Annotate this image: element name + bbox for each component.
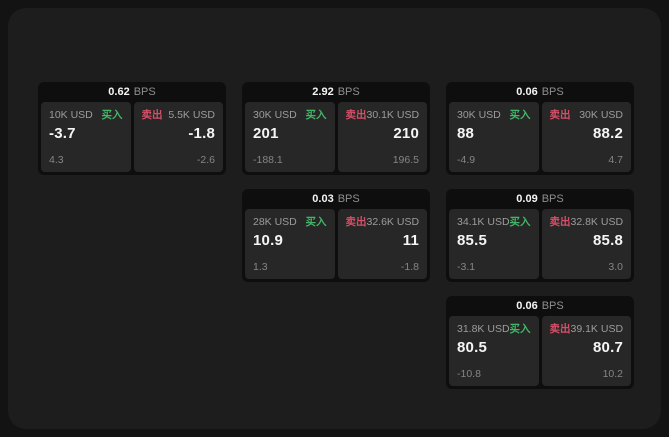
spread-value: 0.06 (516, 86, 538, 98)
sell-price: -1.8 (188, 125, 215, 142)
sell-amount: 32.8K USD (570, 216, 624, 228)
spread-header: 0.06 BPS (446, 82, 634, 102)
app-window: 0.62 BPS 10K USD 买入 -3.7 4.3 卖出 5.5K USD … (8, 8, 661, 429)
sell-amount: 5.5K USD (168, 109, 215, 121)
buy-side-label: 买入 (509, 216, 531, 228)
sell-amount: 32.6K USD (366, 216, 420, 228)
spread-unit: BPS (337, 86, 360, 98)
sell-amount: 30K USD (579, 109, 623, 121)
sell-price: 80.7 (593, 339, 623, 356)
sell-delta: 4.7 (608, 154, 623, 166)
buy-side-label: 买入 (305, 216, 327, 228)
sell-side-label: 卖出 (549, 216, 571, 228)
price-tiles: 34.1K USD 买入 85.5 -3.1 卖出 32.8K USD 85.8… (446, 209, 634, 279)
sell-tile[interactable]: 卖出 32.6K USD 11 -1.8 (337, 209, 427, 279)
buy-delta: -188.1 (253, 154, 283, 166)
buy-tile[interactable]: 31.8K USD 买入 80.5 -10.8 (449, 316, 539, 386)
buy-delta: -3.1 (457, 261, 476, 273)
sell-delta: 196.5 (392, 154, 419, 166)
buy-tile[interactable]: 28K USD 买入 10.9 1.3 (245, 209, 335, 279)
buy-amount: 30K USD (457, 109, 501, 121)
sell-price: 210 (393, 125, 419, 142)
spread-header: 0.62 BPS (38, 82, 226, 102)
buy-delta: 4.3 (49, 154, 64, 166)
buy-amount: 10K USD (49, 109, 93, 121)
sell-price: 11 (402, 232, 419, 249)
sell-price: 85.8 (593, 232, 623, 249)
price-tiles: 10K USD 买入 -3.7 4.3 卖出 5.5K USD -1.8 -2.… (38, 102, 226, 172)
price-tiles: 30K USD 买入 201 -188.1 卖出 30.1K USD 210 1… (242, 102, 430, 172)
spread-header: 0.09 BPS (446, 189, 634, 209)
price-tiles: 30K USD 买入 88 -4.9 卖出 30K USD 88.2 4.7 (446, 102, 634, 172)
buy-delta: 1.3 (253, 261, 268, 273)
sell-side-label: 卖出 (549, 323, 571, 335)
sell-delta: -1.8 (400, 261, 419, 273)
quote-card: 0.06 BPS 31.8K USD 买入 80.5 -10.8 卖出 39.1K… (446, 296, 634, 389)
spread-value: 2.92 (312, 86, 334, 98)
sell-delta: -2.6 (196, 154, 215, 166)
quote-card: 0.03 BPS 28K USD 买入 10.9 1.3 卖出 32.6K USD… (242, 189, 430, 282)
buy-side-label: 买入 (509, 323, 531, 335)
buy-delta: -10.8 (457, 368, 481, 380)
quote-card: 0.09 BPS 34.1K USD 买入 85.5 -3.1 卖出 32.8K … (446, 189, 634, 282)
spread-value: 0.09 (516, 193, 538, 205)
buy-side-label: 买入 (509, 109, 531, 121)
sell-amount: 39.1K USD (570, 323, 624, 335)
buy-price: 85.5 (457, 232, 487, 249)
quote-card: 2.92 BPS 30K USD 买入 201 -188.1 卖出 30.1K U… (242, 82, 430, 175)
buy-amount: 31.8K USD (457, 323, 510, 335)
buy-price: 201 (253, 125, 279, 142)
sell-tile[interactable]: 卖出 32.8K USD 85.8 3.0 (541, 209, 631, 279)
buy-price: 80.5 (457, 339, 487, 356)
spread-value: 0.03 (312, 193, 334, 205)
spread-header: 0.06 BPS (446, 296, 634, 316)
price-tiles: 31.8K USD 买入 80.5 -10.8 卖出 39.1K USD 80.… (446, 316, 634, 386)
buy-price: -3.7 (49, 125, 76, 142)
buy-tile[interactable]: 10K USD 买入 -3.7 4.3 (41, 102, 131, 172)
buy-delta: -4.9 (457, 154, 476, 166)
buy-amount: 30K USD (253, 109, 297, 121)
sell-delta: 10.2 (602, 368, 623, 380)
sell-side-label: 卖出 (345, 216, 367, 228)
sell-tile[interactable]: 卖出 30.1K USD 210 196.5 (337, 102, 427, 172)
buy-amount: 34.1K USD (457, 216, 510, 228)
spread-unit: BPS (541, 193, 564, 205)
spread-value: 0.62 (108, 86, 130, 98)
spread-unit: BPS (133, 86, 156, 98)
buy-side-label: 买入 (305, 109, 327, 121)
spread-value: 0.06 (516, 300, 538, 312)
spread-unit: BPS (541, 300, 564, 312)
buy-tile[interactable]: 30K USD 买入 88 -4.9 (449, 102, 539, 172)
sell-amount: 30.1K USD (366, 109, 420, 121)
buy-tile[interactable]: 34.1K USD 买入 85.5 -3.1 (449, 209, 539, 279)
buy-tile[interactable]: 30K USD 买入 201 -188.1 (245, 102, 335, 172)
spread-unit: BPS (337, 193, 360, 205)
sell-side-label: 卖出 (141, 109, 163, 121)
sell-side-label: 卖出 (345, 109, 367, 121)
spread-header: 2.92 BPS (242, 82, 430, 102)
quote-card: 0.06 BPS 30K USD 买入 88 -4.9 卖出 30K USD 88… (446, 82, 634, 175)
buy-price: 88 (457, 125, 475, 142)
sell-price: 88.2 (593, 125, 623, 142)
sell-tile[interactable]: 卖出 30K USD 88.2 4.7 (541, 102, 631, 172)
quote-card: 0.62 BPS 10K USD 买入 -3.7 4.3 卖出 5.5K USD … (38, 82, 226, 175)
buy-amount: 28K USD (253, 216, 297, 228)
price-tiles: 28K USD 买入 10.9 1.3 卖出 32.6K USD 11 -1.8 (242, 209, 430, 279)
spread-unit: BPS (541, 86, 564, 98)
sell-tile[interactable]: 卖出 39.1K USD 80.7 10.2 (541, 316, 631, 386)
sell-tile[interactable]: 卖出 5.5K USD -1.8 -2.6 (133, 102, 223, 172)
sell-delta: 3.0 (608, 261, 623, 273)
spread-header: 0.03 BPS (242, 189, 430, 209)
buy-price: 10.9 (253, 232, 283, 249)
sell-side-label: 卖出 (549, 109, 571, 121)
buy-side-label: 买入 (101, 109, 123, 121)
